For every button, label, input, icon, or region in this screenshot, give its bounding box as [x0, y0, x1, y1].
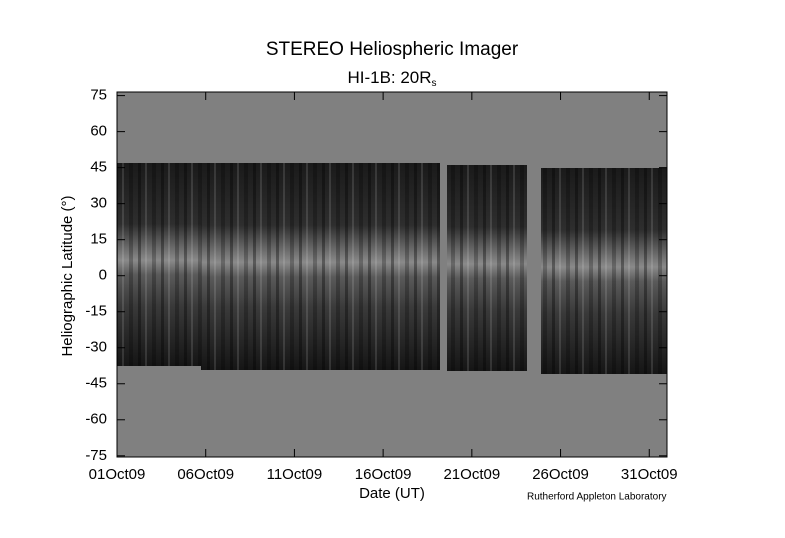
x-tick-label: 26Oct09 — [532, 466, 589, 483]
y-tick-label: -60 — [85, 411, 107, 428]
y-tick-label: 60 — [90, 123, 107, 140]
x-tick-label: 01Oct09 — [89, 466, 146, 483]
y-tick-label: -75 — [85, 447, 107, 464]
x-tick-label: 21Oct09 — [443, 466, 500, 483]
y-tick-label: 0 — [99, 267, 107, 284]
image — [117, 92, 667, 457]
y-tick-label: -30 — [85, 339, 107, 356]
y-axis-label: Heliographic Latitude (°) — [59, 195, 76, 356]
y-tick-label: 15 — [90, 231, 107, 248]
y-tick-label: 30 — [90, 195, 107, 212]
x-tick-label: 31Oct09 — [621, 466, 678, 483]
y-tick-label: -15 — [85, 303, 107, 320]
chart-subtitle: HI-1B: 20Rs — [347, 68, 436, 88]
plot-frame — [116, 91, 668, 458]
y-tick-label: 45 — [90, 159, 107, 176]
y-tick-label: 75 — [90, 87, 107, 104]
x-axis-label: Date (UT) — [359, 485, 425, 502]
y-tick-label: -45 — [85, 375, 107, 392]
x-tick-label: 11Oct09 — [267, 466, 323, 483]
x-tick-label: 06Oct09 — [177, 466, 234, 483]
chart-title: STEREO Heliospheric Imager — [266, 39, 519, 60]
credit: Rutherford Appleton Laboratory — [527, 492, 667, 503]
x-tick-label: 16Oct09 — [355, 466, 412, 483]
